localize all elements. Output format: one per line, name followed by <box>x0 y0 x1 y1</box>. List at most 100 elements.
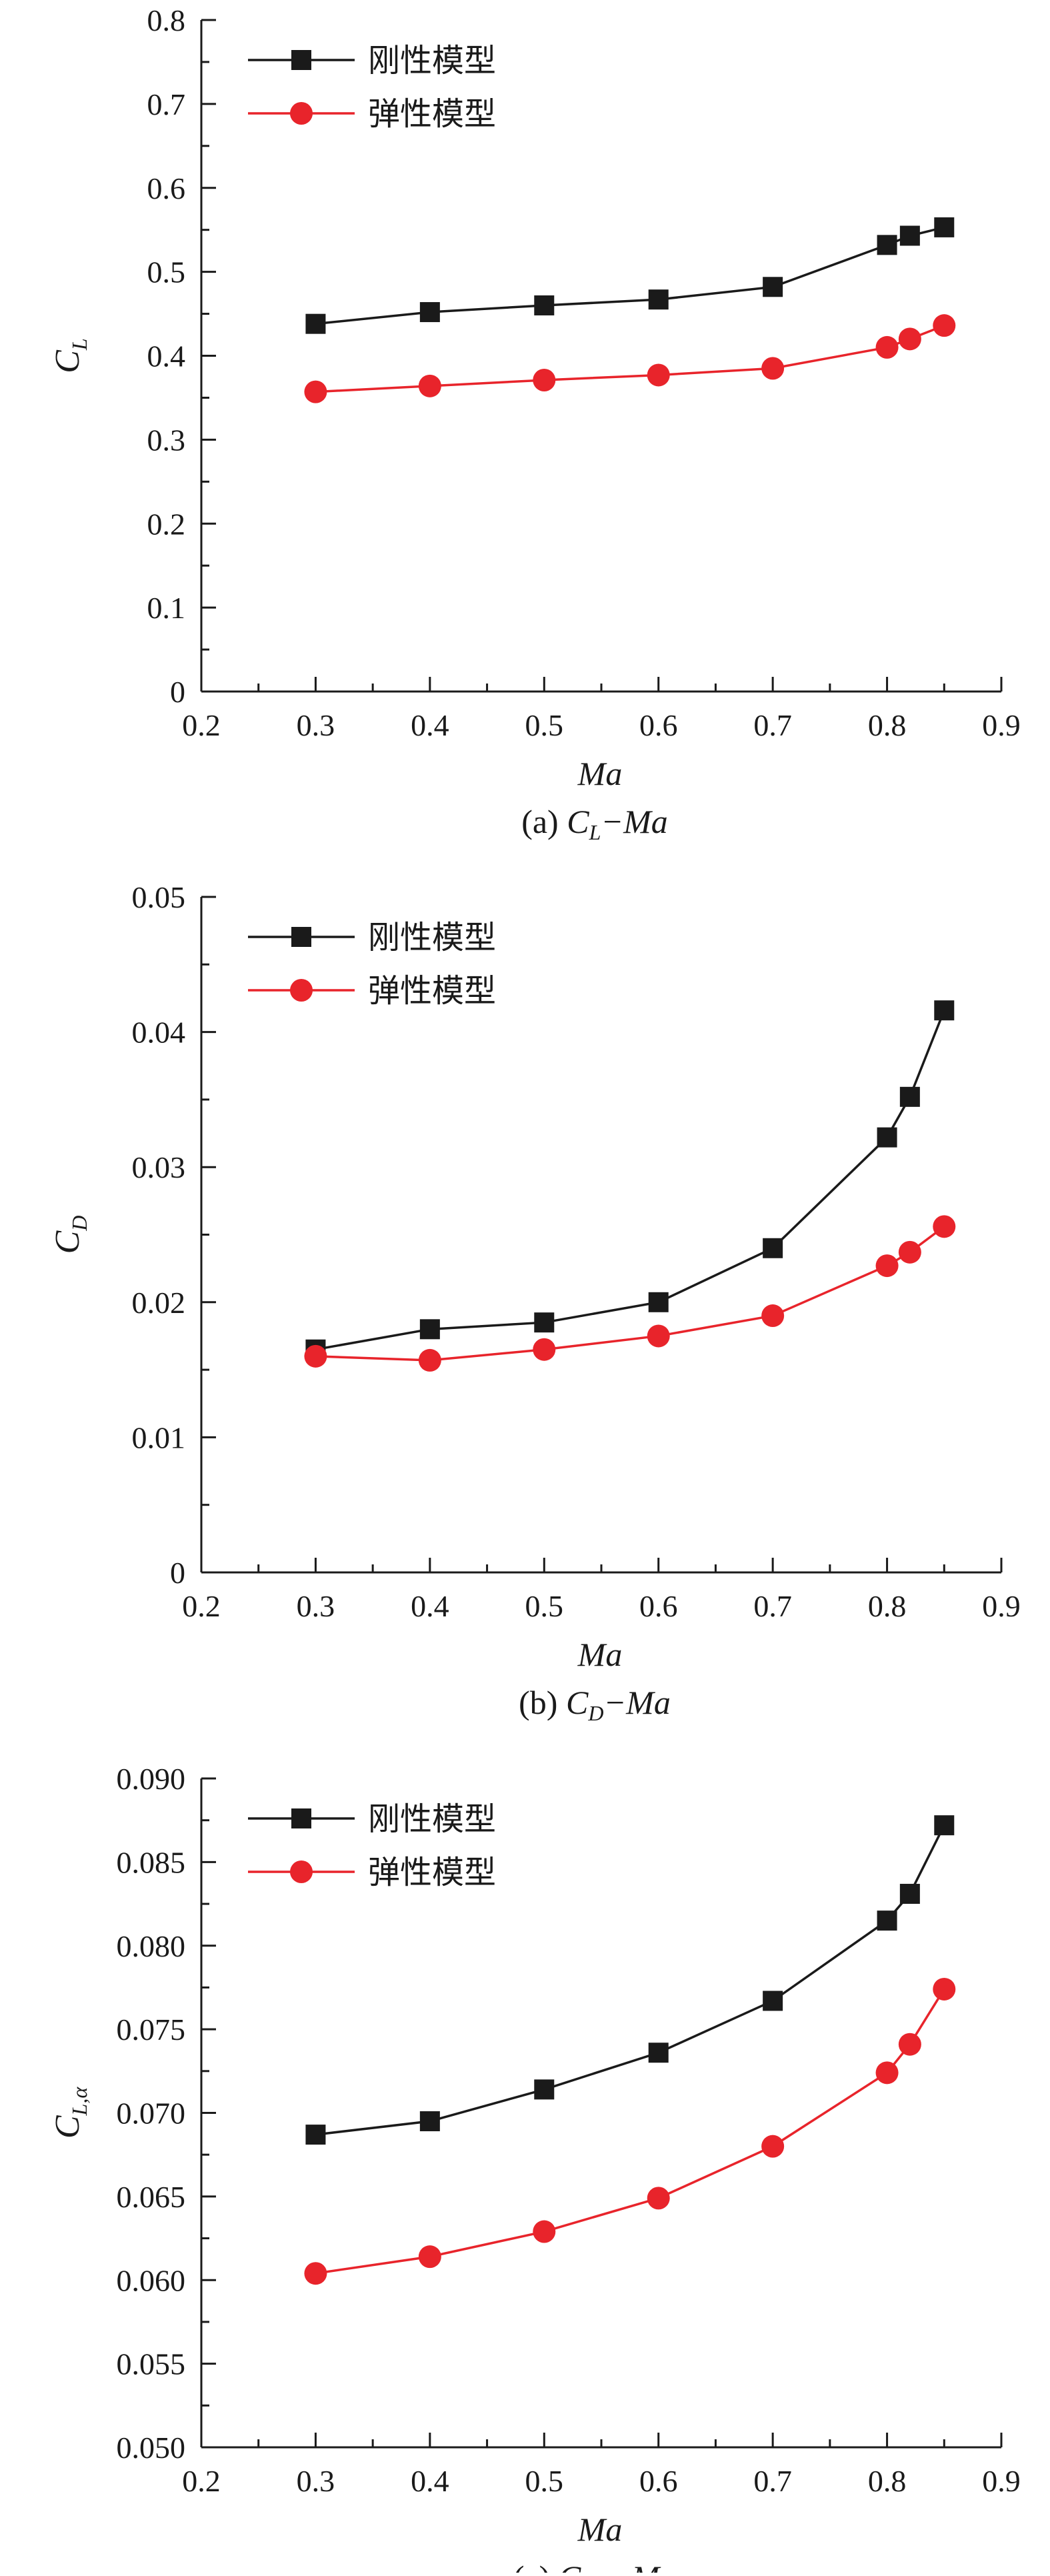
y-tick-label: 0 <box>170 675 185 709</box>
rigid-point <box>648 2043 669 2063</box>
y-tick-label: 0.085 <box>117 1845 186 1879</box>
elastic-point <box>647 2187 670 2210</box>
elastic-point <box>933 314 956 337</box>
legend-label-rigid: 刚性模型 <box>368 42 496 79</box>
x-tick-label: 0.5 <box>525 708 564 742</box>
x-tick-label: 0.7 <box>753 708 792 742</box>
elastic-point <box>898 327 921 351</box>
elastic-point <box>647 1324 670 1348</box>
y-tick-label: 0.065 <box>117 2180 186 2214</box>
chart-cl-ma: 0 0.1 0.2 0.3 0.4 0.5 0.6 0.7 0.8 0.2 0.3 0.4 0.5 0.6… <box>49 3 1021 844</box>
legend-label-elastic: 弹性模型 <box>368 95 496 133</box>
legend-label-elastic: 弹性模型 <box>368 1854 496 1891</box>
legend-label-elastic: 弹性模型 <box>368 972 496 1010</box>
x-tick-label: 0.8 <box>868 2464 907 2498</box>
y-axis-label: CD <box>49 1216 91 1254</box>
y-tick-label: 0.01 <box>132 1420 186 1454</box>
y-tick-label: 0.6 <box>147 171 186 205</box>
elastic-point <box>875 1254 899 1278</box>
rigid-point <box>305 2125 326 2145</box>
y-tick-label: 0.8 <box>147 3 186 37</box>
y-axis-label: CL,α <box>49 2087 91 2139</box>
y-tick-label: 0.050 <box>117 2431 186 2465</box>
x-tick-label: 0.7 <box>753 1589 792 1623</box>
elastic-point <box>875 335 899 359</box>
x-tick-label: 0.7 <box>753 2464 792 2498</box>
x-tick-label: 0.8 <box>868 1589 907 1623</box>
y-tick-label: 0.055 <box>117 2347 186 2381</box>
x-tick-label: 0.4 <box>411 708 449 742</box>
elastic-point <box>647 363 670 387</box>
x-tick-label: 0.5 <box>525 1589 564 1623</box>
elastic-point <box>761 357 785 380</box>
chart-cla-ma: 0.050 0.055 0.060 0.065 0.070 0.075 0.080 0.085… <box>49 1762 1021 2576</box>
y-tick-label: 0 <box>170 1556 185 1590</box>
rigid-point <box>534 1312 555 1333</box>
y-tick-label: 0.080 <box>117 1929 186 1963</box>
x-axis-label: Ma <box>577 2511 623 2548</box>
panel-b: 0 0.01 0.02 0.03 0.04 0.05 0.2 0.3 0.4 0.5 0.6 0.7 0… <box>0 860 1050 1725</box>
x-tick-label: 0.3 <box>297 1589 335 1623</box>
x-tick-label: 0.8 <box>868 708 907 742</box>
y-tick-label: 0.02 <box>132 1286 186 1320</box>
x-tick-label: 0.9 <box>982 1589 1021 1623</box>
x-tick-label: 0.9 <box>982 708 1021 742</box>
panel-a: 0 0.1 0.2 0.3 0.4 0.5 0.6 0.7 0.8 0.2 0.3 0.4 0.5 0.6… <box>0 0 1050 860</box>
y-tick-label: 0.090 <box>117 1762 186 1796</box>
elastic-point <box>875 2061 899 2085</box>
panel-c: 0.050 0.055 0.060 0.065 0.070 0.075 0.080 0.085… <box>0 1720 1050 2576</box>
y-tick-label: 0.03 <box>132 1150 186 1184</box>
legend-marker-rigid <box>291 50 311 70</box>
x-tick-label: 0.2 <box>182 708 221 742</box>
rigid-point <box>648 1292 669 1312</box>
series-line-rigid <box>315 226 945 325</box>
panel-caption: (a) CL−Ma <box>521 803 668 844</box>
panel-caption: (c) CL,α−Ma <box>513 2559 676 2573</box>
x-tick-label: 0.6 <box>639 1589 678 1623</box>
x-tick-label: 0.4 <box>411 2464 449 2498</box>
x-tick-label: 0.5 <box>525 2464 564 2498</box>
x-tick-label: 0.3 <box>297 2464 335 2498</box>
x-tick-label: 0.6 <box>639 2464 678 2498</box>
y-tick-label: 0.2 <box>147 507 186 541</box>
chart-cd-ma: 0 0.01 0.02 0.03 0.04 0.05 0.2 0.3 0.4 0.5 0.6 0.7 0… <box>49 880 1021 1725</box>
panel-caption: (b) CD−Ma <box>519 1684 671 1720</box>
y-tick-label: 0.1 <box>147 591 186 625</box>
y-tick-label: 0.3 <box>147 423 186 457</box>
rigid-point <box>419 1319 440 1340</box>
rigid-point <box>899 225 920 246</box>
elastic-point <box>418 1348 441 1372</box>
rigid-point <box>305 313 326 334</box>
series-line-elastic <box>315 324 945 393</box>
rigid-point <box>648 289 669 310</box>
y-tick-label: 0.060 <box>117 2263 186 2297</box>
elastic-point <box>304 380 327 403</box>
legend-label-rigid: 刚性模型 <box>368 1800 496 1838</box>
elastic-point <box>898 1240 921 1264</box>
y-tick-label: 0.05 <box>132 880 186 914</box>
elastic-point <box>304 1344 327 1368</box>
rigid-point <box>534 2079 555 2100</box>
elastic-point <box>418 2245 441 2269</box>
rigid-point <box>419 302 440 323</box>
x-axis-label: Ma <box>577 1636 623 1673</box>
legend-marker-elastic <box>290 1860 313 1883</box>
x-axis-label: Ma <box>577 755 623 792</box>
legend-marker-rigid <box>291 927 311 947</box>
y-tick-label: 0.075 <box>117 2013 186 2047</box>
elastic-point <box>533 1338 556 1361</box>
legend-marker-rigid <box>291 1808 311 1828</box>
y-axis-label: CL <box>49 338 91 373</box>
rigid-point <box>934 217 955 237</box>
elastic-point <box>533 2220 556 2243</box>
rigid-point <box>763 277 783 297</box>
legend-marker-elastic <box>290 979 313 1002</box>
elastic-point <box>933 1215 956 1238</box>
y-tick-label: 0.04 <box>132 1016 186 1050</box>
y-tick-label: 0.070 <box>117 2097 186 2131</box>
y-tick-label: 0.4 <box>147 339 186 373</box>
elastic-point <box>933 1977 956 2001</box>
elastic-point <box>418 374 441 397</box>
elastic-point <box>761 1304 785 1328</box>
rigid-point <box>534 295 555 315</box>
